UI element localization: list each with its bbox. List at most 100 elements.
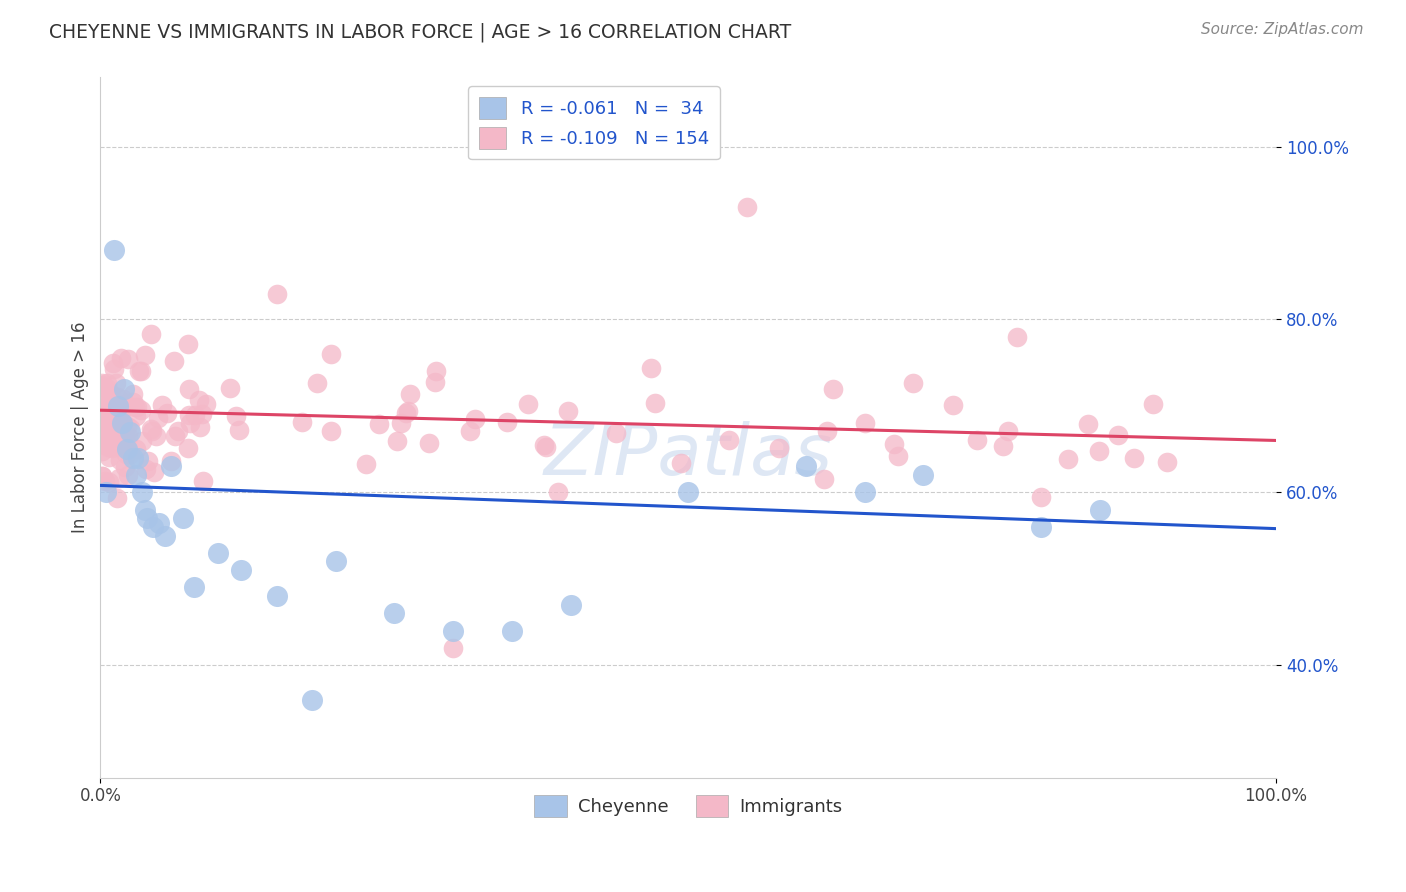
Point: [165, 429, 187, 443]
Point: [117, 429, 139, 443]
Point: [91, 415, 114, 429]
Point: [794, 459, 817, 474]
Point: [110, 431, 132, 445]
Point: [112, 382, 135, 396]
Point: [105, 430, 128, 444]
Point: [425, 363, 447, 377]
Point: [441, 640, 464, 655]
Point: [136, 454, 159, 468]
Point: [325, 554, 347, 568]
Point: [90, 429, 112, 443]
Point: [114, 427, 136, 442]
Point: [96, 485, 118, 500]
Point: [141, 422, 163, 436]
Point: [557, 404, 579, 418]
Point: [91, 404, 114, 418]
Point: [118, 421, 141, 435]
Point: [111, 402, 134, 417]
Point: [187, 393, 209, 408]
Point: [395, 406, 418, 420]
Point: [177, 409, 200, 423]
Point: [319, 346, 342, 360]
Point: [356, 458, 378, 472]
Point: [108, 418, 131, 433]
Point: [735, 200, 758, 214]
Point: [367, 417, 389, 431]
Point: [1077, 417, 1099, 431]
Point: [94, 427, 117, 442]
Point: [131, 434, 153, 448]
Point: [104, 376, 127, 391]
Point: [191, 408, 214, 422]
Point: [122, 387, 145, 401]
Point: [1056, 452, 1078, 467]
Point: [464, 411, 486, 425]
Point: [1087, 443, 1109, 458]
Point: [117, 442, 139, 456]
Point: [103, 244, 125, 258]
Point: [90, 401, 112, 415]
Point: [97, 425, 120, 439]
Text: ZIPatlas: ZIPatlas: [544, 421, 832, 490]
Point: [105, 422, 128, 436]
Point: [115, 436, 138, 450]
Point: [98, 475, 121, 489]
Point: [117, 468, 139, 483]
Point: [676, 485, 699, 500]
Point: [496, 415, 519, 429]
Point: [128, 364, 150, 378]
Point: [207, 546, 229, 560]
Point: [90, 376, 112, 390]
Point: [107, 431, 129, 445]
Point: [418, 436, 440, 450]
Point: [853, 416, 876, 430]
Point: [122, 450, 145, 465]
Point: [114, 397, 136, 411]
Point: [560, 598, 582, 612]
Point: [103, 431, 125, 445]
Point: [966, 434, 988, 448]
Point: [98, 397, 121, 411]
Point: [101, 405, 124, 419]
Point: [101, 357, 124, 371]
Point: [291, 415, 314, 429]
Point: [127, 450, 149, 465]
Point: [382, 607, 405, 621]
Point: [307, 376, 329, 391]
Point: [942, 398, 965, 412]
Point: [115, 419, 138, 434]
Point: [1088, 502, 1111, 516]
Point: [501, 624, 523, 638]
Point: [163, 353, 186, 368]
Point: [97, 431, 120, 445]
Point: [883, 436, 905, 450]
Point: [134, 502, 156, 516]
Text: CHEYENNE VS IMMIGRANTS IN LABOR FORCE | AGE > 16 CORRELATION CHART: CHEYENNE VS IMMIGRANTS IN LABOR FORCE | …: [49, 22, 792, 42]
Point: [100, 418, 122, 433]
Point: [183, 581, 205, 595]
Point: [266, 589, 288, 603]
Point: [125, 409, 148, 424]
Point: [160, 459, 183, 474]
Point: [117, 352, 139, 367]
Point: [1142, 397, 1164, 411]
Point: [179, 382, 201, 396]
Point: [184, 408, 207, 422]
Point: [177, 442, 200, 456]
Point: [266, 286, 288, 301]
Point: [125, 401, 148, 415]
Point: [901, 376, 924, 390]
Point: [96, 376, 118, 390]
Point: [156, 406, 179, 420]
Point: [93, 418, 115, 433]
Point: [148, 516, 170, 530]
Point: [1029, 490, 1052, 504]
Point: [153, 528, 176, 542]
Point: [110, 351, 132, 366]
Point: [179, 416, 201, 430]
Point: [195, 397, 218, 411]
Point: [94, 418, 117, 433]
Point: [188, 419, 211, 434]
Point: [605, 426, 627, 441]
Point: [100, 385, 122, 400]
